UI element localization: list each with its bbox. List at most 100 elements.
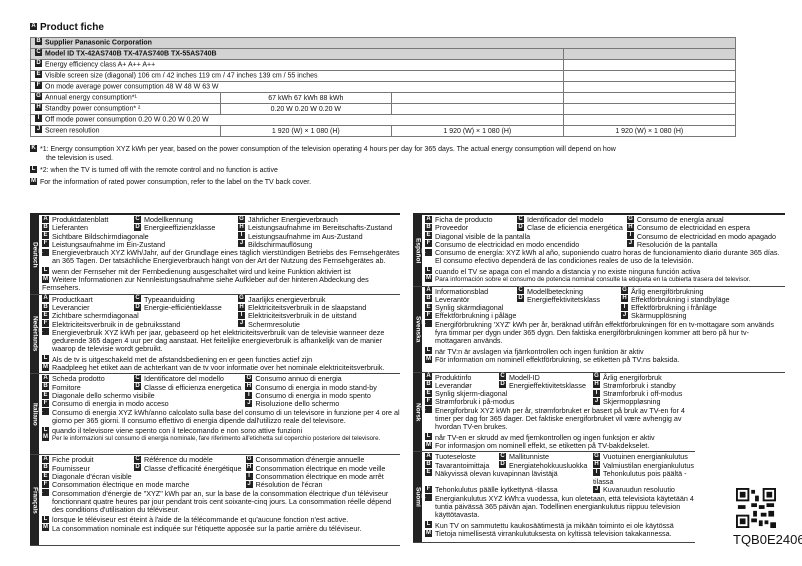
item-g: G Årlig energiförbrukning [621,287,785,296]
item-text: Résolution de l'écran [255,480,323,490]
item-b: B Fournisseur [42,464,130,473]
letter-badge: D [134,464,141,472]
item-i: I Tehonkulutus pois päältä -tilassa [593,469,695,487]
letter-badge: H [238,303,245,311]
item-e: E Zichtbare schermdiagonaal [42,312,234,320]
value-cell: 1 920 (W) × 1 080 (H) [562,125,737,137]
letter-badge: F [425,398,432,406]
item-text: Productkaart [52,294,93,304]
item-a: A Tuoteseloste [425,453,495,461]
letter-badge: D [499,461,506,469]
row-label-cell: G Annual energy consumption*¹ [30,92,221,104]
item-c: C Modellkennung [134,215,234,224]
language-label: Español [413,215,422,286]
letter-badge: K [421,494,432,502]
letter-badge: L [425,521,432,529]
table-row: F On mode average power consumption 48 W … [30,81,737,93]
item-k: K Consumo de energía: XYZ kWh al año, sup… [421,248,785,266]
letter-badge: F [42,480,49,488]
item-text: Vuotuinen energiankulutus [603,452,688,462]
section-italiano: Italiano A Scheda prodotto C Identificatore … [30,374,400,456]
row-label: Energy efficiency class A+ A++ A++ [45,61,156,69]
letter-badge: C [517,215,524,223]
letter-badge: E [35,71,42,79]
section-body: A Produktinfo C Modell-ID G Årlig energiforbr… [421,373,695,452]
table-row: J Screen resolution 1 920 (W) × 1 080 (H) 1… [30,125,737,137]
item-text: Consommation d'énergie de "XYZ" kWh par … [52,488,392,515]
letter-badge: M [425,355,432,363]
model-text: Model ID TX-42AS740B TX-47AS740B TX-55AS… [45,50,217,58]
item-text: Leverandør [435,380,472,390]
item-h: H Consommation électrique en mode veille [245,464,400,473]
letter-badge: E [42,472,49,480]
item-m: M Para información sobre el consumo de po… [425,275,785,284]
item-e: E Näkyvissä olevan kuvapinnan lävistäjä [425,469,589,487]
section-norsk: Norsk A Produktinfo C Modell-ID G Årlig energi… [413,372,695,453]
item-k: K Energiankulutus XYZ kWh:a vuodessa, kun… [421,493,695,520]
language-label: Deutsch [30,215,39,294]
model-cell: C Model ID TX-42AS740B TX-47AS740B TX-55A… [30,48,564,60]
item-k: K Energieverbruik XYZ kWh per jaar, gebas… [38,328,400,354]
item-text: Sichtbare Bildschirmdiagonale [52,231,149,241]
item-e: E Diagonale d'écran visible [42,472,242,481]
item-f: F Elektriciteitsverbruik in de gebruiksst… [42,320,234,329]
item-h: H Valmiustilan energiankulutus [593,460,695,470]
item-i: I Strømforbruk i off-modus [593,390,695,398]
item-d: D Classe d'efficacité énergétique [134,464,242,473]
item-k: K Energieverbrauch XYZ kWh/Jahr, auf der … [38,248,400,266]
term-grid: A Fiche produit C Référence du modèle G Conso… [42,456,400,489]
section-body: A Fiche produit C Référence du modèle G Conso… [38,455,400,545]
item-text: Synlig skjerm-diagonal [435,389,508,399]
letter-badge: K [421,406,432,414]
item-m: M Tietoja nimellisestä virrankulutuksesta… [425,529,695,538]
item-text: For informasjon om nominell effekt, se e… [435,440,650,450]
item-text: Valmiustilan energiankulutus [603,460,694,470]
item-b: B Leverandør [425,380,495,390]
item-e: E Synlig skärmdiagonal [425,304,617,312]
item-c: C Modell-ID [499,373,589,382]
item-text: Consumo annuo di energia [255,374,342,384]
letter-badge: L [42,355,49,363]
item-a: A Fiche produit [42,456,130,464]
term-grid: A Tuoteseloste C Mallitunniste G Vuotuinen en… [425,453,695,494]
letter-badge: F [42,320,49,328]
item-e: E Diagonale dello schermo visibile [42,391,241,400]
table-row: E Visible screen size (diagonal) 106 cm /… [30,70,737,82]
table-row: C Model ID TX-42AS740B TX-47AS740B TX-55A… [30,48,737,60]
language-label: Norsk [413,372,422,452]
letter-badge: H [245,383,253,391]
item-text: Schermresolutie [248,319,300,329]
language-label: Français [30,455,39,546]
item-b: B Tavarantoimittaja [425,461,495,470]
item-text: lorsque le téléviseur est éteint à l'aid… [52,515,349,525]
item-text: Fiche produit [52,455,94,465]
letter-badge: M [30,177,37,185]
item-text: Energiankulutus XYZ kWh:a vuodessa, kun … [435,493,694,520]
value-cell [562,59,737,71]
item-text: Consumo de electricidad en espera [636,223,750,233]
row-label: Screen resolution [45,127,100,135]
item-text: Effektförbrukning i standbyläge [631,294,730,304]
letter-badge: A [30,22,37,30]
section-deutsch: Deutsch A Produktdatenblatt C Modellkennung G… [30,213,400,295]
letter-badge: B [42,303,49,311]
letter-badge: B [42,223,49,231]
letter-badge: J [621,312,628,320]
footnote-k: K *1: Energy consumption XYZ kWh per year… [30,144,750,163]
item-text: Ficha de producto [435,215,493,224]
item-b: B Leverancier [42,303,130,312]
letter-badge: F [425,312,432,320]
item-c: C Typeaanduiding [134,295,234,304]
item-f: F Effektförbrukning i påläge [425,312,617,320]
item-text: Elektriciteitsverbruik in de uitstand [248,311,357,321]
item-f: F Consumo de electricidad en modo encendi… [425,240,623,249]
item-a: A Scheda prodotto [42,375,130,383]
item-a: A Ficha de producto [425,215,513,224]
table-row: G Annual energy consumption*¹ 67 kWh 67 kW… [30,92,737,104]
item-text: Consumo di energia in modo acceso [52,399,169,409]
letter-badge: C [499,452,506,460]
item-i: I Elektriciteitsverbruik in de uitstand [238,312,400,320]
letter-badge: G [238,215,245,223]
item-text: Energieeffizienzklasse [144,223,216,233]
